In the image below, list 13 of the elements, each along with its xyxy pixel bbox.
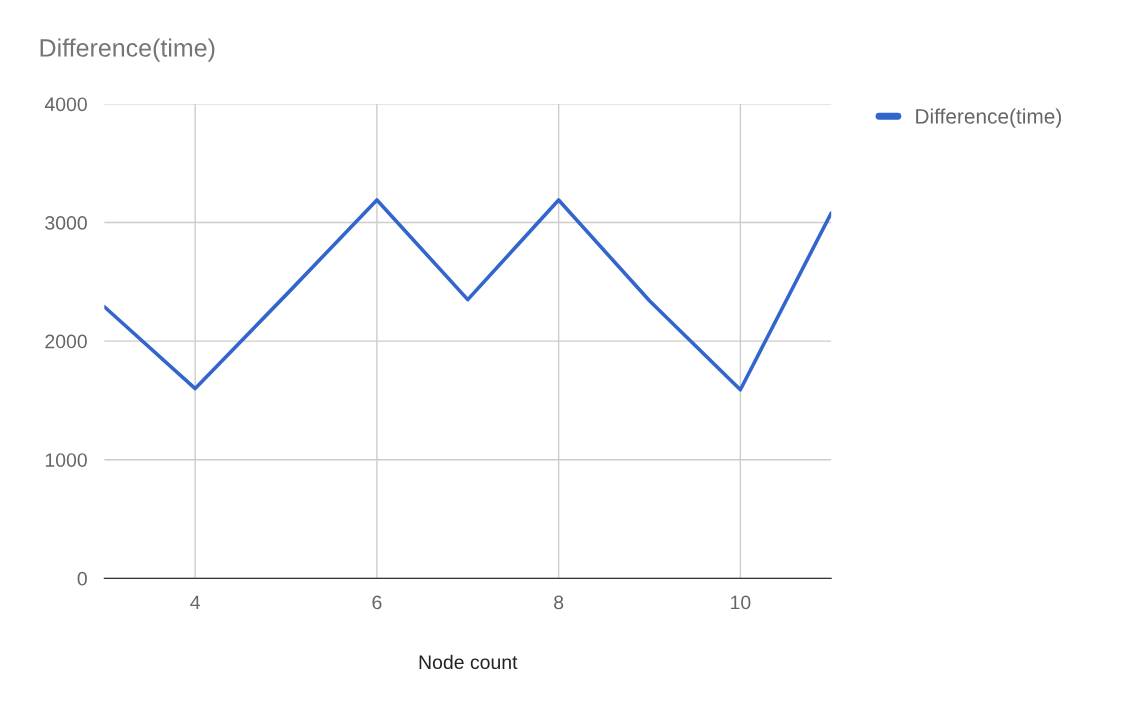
y-tick-label: 4000 xyxy=(44,97,87,112)
legend-label: Difference(time) xyxy=(916,108,1061,128)
x-tick-label: 6 xyxy=(372,595,382,610)
x-tick-label: 10 xyxy=(731,595,751,610)
line-series xyxy=(104,198,832,392)
y-tick-label: 2000 xyxy=(45,334,87,349)
y-tick-label: 3000 xyxy=(45,216,87,230)
x-axis-title: Node count xyxy=(419,654,518,670)
y-tick-label: 0 xyxy=(77,571,87,586)
y-tick-label: 1000 xyxy=(45,453,87,467)
x-tick-label: 8 xyxy=(554,595,564,610)
x-tick-label: 4 xyxy=(190,595,201,610)
chart-title: Difference(time) xyxy=(40,38,215,62)
